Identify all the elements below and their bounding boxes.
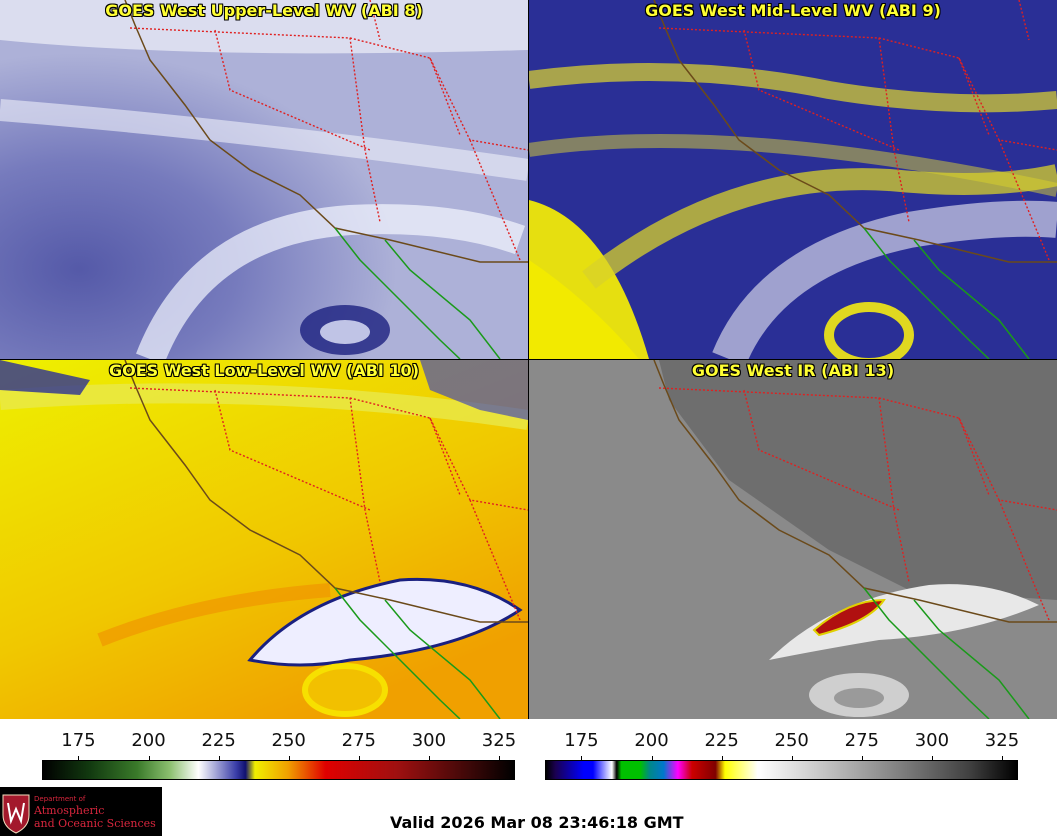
logo-atmospheric-text: Atmospheric bbox=[34, 804, 105, 817]
panel-title-low-level-wv: GOES West Low-Level WV (ABI 10) bbox=[108, 361, 419, 380]
panel-ir: GOES West IR (ABI 13) bbox=[529, 360, 1057, 719]
ir-colorbar bbox=[545, 760, 1018, 780]
wv-colorbar-tick-mark bbox=[78, 756, 79, 761]
ir-colorbar-tick-mark bbox=[862, 756, 863, 761]
ir-colorbar-tick-mark bbox=[652, 756, 653, 761]
panel-divider-horizontal bbox=[0, 359, 1057, 360]
panel-title-ir: GOES West IR (ABI 13) bbox=[691, 361, 895, 380]
panel-low-level-wv: GOES West Low-Level WV (ABI 10) bbox=[0, 360, 528, 719]
wv-colorbar-tick-label: 250 bbox=[271, 730, 306, 751]
ir-colorbar-tick-mark bbox=[581, 756, 582, 761]
panel-mid-level-wv: GOES West Mid-Level WV (ABI 9) bbox=[529, 0, 1057, 359]
wv-colorbar bbox=[42, 760, 515, 780]
wv-colorbar-tick-mark bbox=[219, 756, 220, 761]
wv-colorbar-tick-mark bbox=[289, 756, 290, 761]
panel-upper-level-wv: GOES West Upper-Level WV (ABI 8) bbox=[0, 0, 528, 359]
wv-colorbar-tick-label: 275 bbox=[341, 730, 376, 751]
ir-colorbar-tick-mark bbox=[1002, 756, 1003, 761]
uw-crest-icon bbox=[2, 794, 30, 834]
wv-colorbar-tick-mark bbox=[359, 756, 360, 761]
ir-colorbar-tick-mark bbox=[722, 756, 723, 761]
ir-colorbar-tick-label: 250 bbox=[774, 730, 809, 751]
wv-colorbar-tick-label: 200 bbox=[131, 730, 166, 751]
panel-title-mid-level-wv: GOES West Mid-Level WV (ABI 9) bbox=[645, 1, 941, 20]
ir-colorbar-tick-label: 275 bbox=[844, 730, 879, 751]
logo-department-text: Department of bbox=[34, 795, 86, 803]
wv-colorbar-tick-mark bbox=[149, 756, 150, 761]
wv-colorbar-tick-mark bbox=[429, 756, 430, 761]
wv-colorbar-tick-label: 300 bbox=[411, 730, 447, 751]
valid-time: Valid 2026 Mar 08 23:46:18 GMT bbox=[390, 813, 684, 832]
wv-colorbar-tick-mark bbox=[499, 756, 500, 761]
map-upper-level-wv bbox=[0, 0, 528, 359]
ir-colorbar-tick-mark bbox=[932, 756, 933, 761]
map-ir bbox=[529, 360, 1057, 719]
logo-oceanic-text: and Oceanic Sciences bbox=[34, 817, 156, 830]
panel-title-upper-level-wv: GOES West Upper-Level WV (ABI 8) bbox=[105, 1, 423, 20]
ir-colorbar-tick-label: 325 bbox=[984, 730, 1020, 751]
ir-colorbar-tick-label: 200 bbox=[634, 730, 669, 751]
wv-colorbar-tick-label: 175 bbox=[61, 730, 96, 751]
ir-colorbar-tick-label: 175 bbox=[564, 730, 599, 751]
wv-colorbar-tick-label: 225 bbox=[201, 730, 236, 751]
map-low-level-wv bbox=[0, 360, 528, 719]
wv-colorbar-tick-label: 325 bbox=[481, 730, 517, 751]
aos-logo: Department of Atmospheric and Oceanic Sc… bbox=[0, 787, 162, 836]
ir-colorbar-tick-label: 225 bbox=[704, 730, 739, 751]
map-mid-level-wv bbox=[529, 0, 1057, 359]
ir-colorbar-tick-mark bbox=[792, 756, 793, 761]
ir-colorbar-tick-label: 300 bbox=[914, 730, 950, 751]
